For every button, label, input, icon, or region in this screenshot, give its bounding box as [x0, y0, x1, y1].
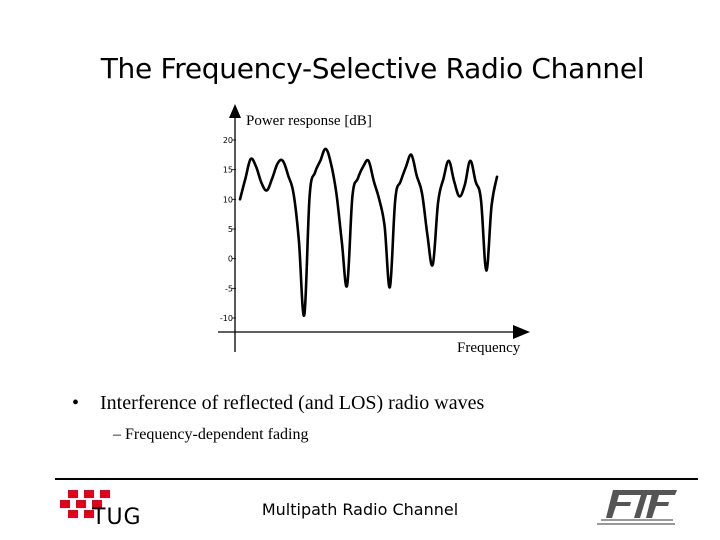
y-tick-label: 20	[223, 136, 233, 145]
y-tick-label: 5	[228, 225, 233, 234]
tug-checker-logo	[60, 490, 110, 518]
footer-text: Multipath Radio Channel	[261, 500, 459, 519]
y-tick-label: -5	[225, 284, 233, 293]
slide-title: The Frequency-Selective Radio Channel	[100, 52, 645, 85]
y-tick-label: -10	[220, 314, 233, 323]
bullet-text: Interference of reflected (and LOS) radi…	[100, 392, 485, 414]
y-tick-label: 10	[223, 195, 233, 204]
y-tick-label: 15	[223, 166, 233, 175]
sub-bullet-item: – Frequency-dependent fading	[113, 426, 308, 444]
x-axis-label: Frequency	[457, 340, 521, 356]
y-tick-label: 0	[228, 255, 233, 264]
y-tick-labels: 20 15 10 5 0 -5 -10	[220, 136, 233, 323]
footer-divider	[55, 478, 698, 480]
y-tick-marks	[232, 139, 236, 319]
power-response-chart: Power response [dB] Frequency 20 15 10 5 0 -5…	[218, 104, 530, 356]
ftf-logo	[597, 490, 677, 525]
x-axis-arrow	[513, 325, 530, 339]
sub-bullet-text: Frequency-dependent fading	[125, 426, 309, 443]
bullet-dot: •	[72, 392, 80, 414]
y-axis-arrow	[229, 104, 241, 118]
power-response-line	[238, 147, 499, 317]
sub-bullet-dash: –	[113, 426, 125, 443]
y-axis-label: Power response [dB]	[246, 113, 372, 129]
tug-logo-text: TUG	[92, 505, 142, 530]
bullet-item: • Interference of reflected (and LOS) rad…	[72, 392, 484, 415]
